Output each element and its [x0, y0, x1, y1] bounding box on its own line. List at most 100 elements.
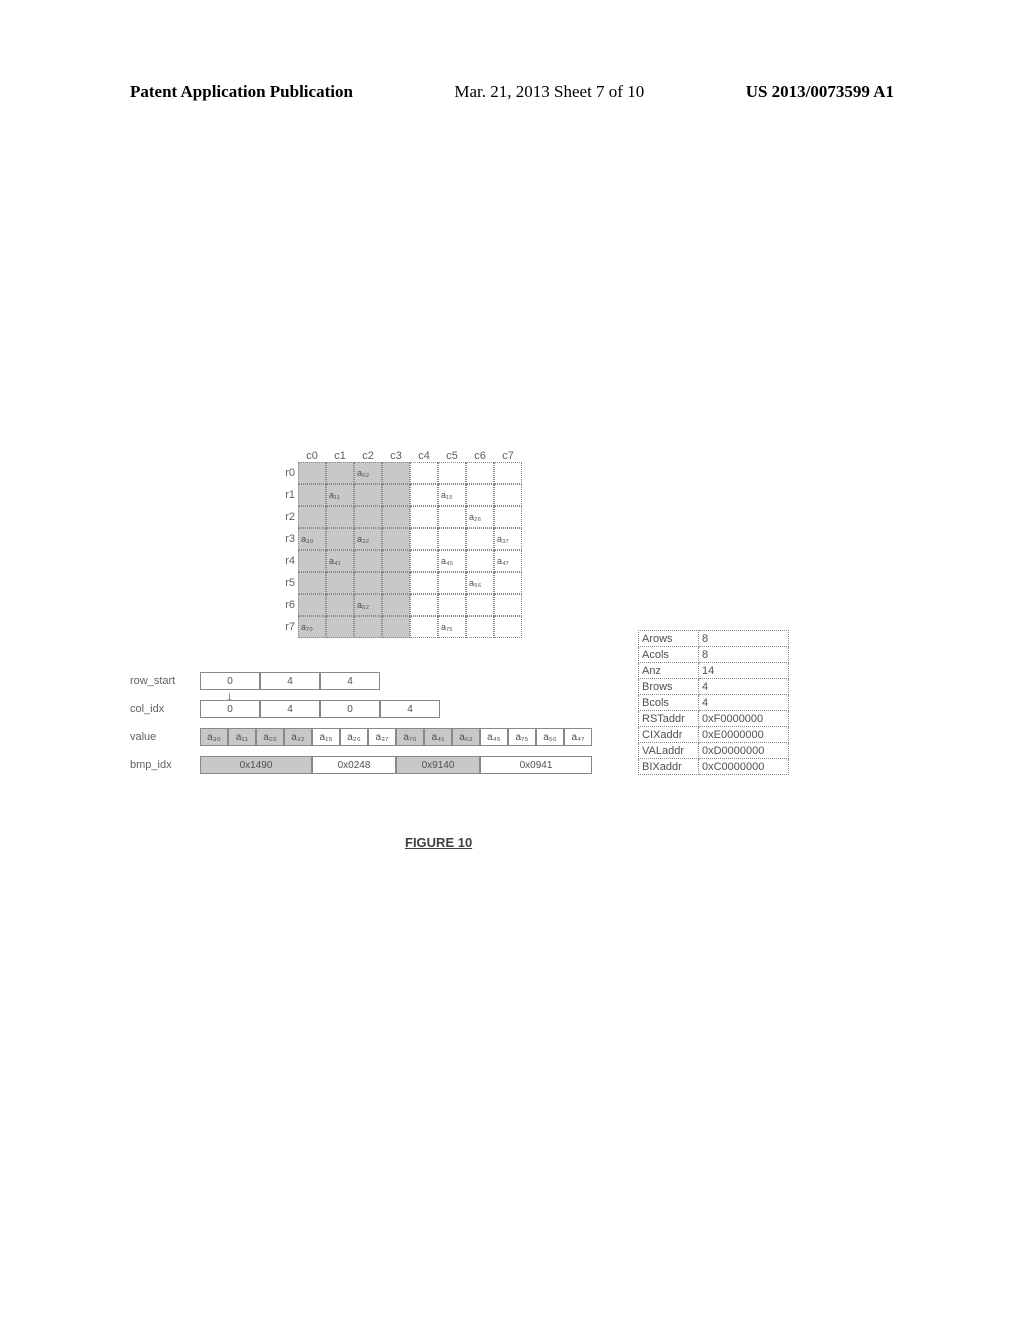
col-idx-array: col_idx 0404	[130, 700, 608, 718]
matrix-col-label: c3	[382, 450, 410, 462]
matrix-cell	[494, 572, 522, 594]
matrix-cell: a₀₂	[354, 462, 382, 484]
array-cell: 4	[260, 672, 320, 690]
matrix-row-label: r1	[278, 489, 298, 501]
matrix-cell	[410, 616, 438, 638]
matrix-cell: a₇₀	[298, 616, 326, 638]
matrix-cell: a₂₆	[466, 506, 494, 528]
array-cell: a₆₂	[452, 728, 480, 746]
matrix-cell	[326, 506, 354, 528]
matrix-cell: a₁₁	[326, 484, 354, 506]
header-left: Patent Application Publication	[130, 82, 353, 102]
matrix-cell	[466, 528, 494, 550]
matrix-cell	[326, 462, 354, 484]
array-cell: a₃₂	[284, 728, 312, 746]
matrix-cell	[438, 462, 466, 484]
sparse-matrix-grid: c0c1c2c3c4c5c6c7 r0a₀₂r1a₁₁a₁₅r2a₂₆r3a₃₀…	[278, 450, 522, 638]
matrix-cell	[410, 462, 438, 484]
matrix-cell	[466, 594, 494, 616]
matrix-cell	[382, 484, 410, 506]
matrix-cell	[382, 594, 410, 616]
matrix-col-label: c1	[326, 450, 354, 462]
matrix-cell: a₅₆	[466, 572, 494, 594]
matrix-cell	[410, 528, 438, 550]
matrix-cell	[410, 572, 438, 594]
matrix-cell	[438, 594, 466, 616]
array-cell: 0x0941	[480, 756, 592, 774]
matrix-col-label: c2	[354, 450, 382, 462]
matrix-cell: a₆₂	[354, 594, 382, 616]
param-row: VALaddr0xD0000000	[639, 743, 789, 759]
matrix-cell	[354, 484, 382, 506]
array-cell: a₄₁	[424, 728, 452, 746]
figure-caption: FIGURE 10	[405, 835, 472, 850]
matrix-cell	[494, 462, 522, 484]
matrix-cell: a₃₀	[298, 528, 326, 550]
matrix-cell	[494, 506, 522, 528]
matrix-row-label: r6	[278, 599, 298, 611]
header-right: US 2013/0073599 A1	[746, 82, 894, 102]
matrix-cell	[438, 528, 466, 550]
matrix-cell	[354, 572, 382, 594]
matrix-cell	[466, 550, 494, 572]
param-row: RSTaddr0xF0000000	[639, 711, 789, 727]
matrix-row-label: r5	[278, 577, 298, 589]
matrix-cell	[382, 550, 410, 572]
row-start-array: row_start ↓ 044	[130, 672, 608, 690]
matrix-cell: a₃₂	[354, 528, 382, 550]
matrix-cell: a₇₅	[438, 616, 466, 638]
matrix-cell	[382, 616, 410, 638]
matrix-col-label: c6	[466, 450, 494, 462]
matrix-row-label: r2	[278, 511, 298, 523]
matrix-col-label: c0	[298, 450, 326, 462]
matrix-cell	[494, 616, 522, 638]
matrix-cell	[326, 616, 354, 638]
value-array: value a₃₀a₁₁a₀₂a₃₂a₁₅a₂₆a₃₇a₇₀a₄₁a₆₂a₄₅a…	[130, 728, 608, 746]
matrix-cell	[410, 550, 438, 572]
matrix-cell	[354, 616, 382, 638]
param-row: Brows4	[639, 679, 789, 695]
matrix-cell: a₄₁	[326, 550, 354, 572]
matrix-cell	[382, 506, 410, 528]
matrix-cell	[466, 462, 494, 484]
matrix-cell	[298, 506, 326, 528]
array-cell: a₃₀	[200, 728, 228, 746]
matrix-cell	[298, 594, 326, 616]
header-center: Mar. 21, 2013 Sheet 7 of 10	[454, 82, 644, 102]
array-cell: a₄₅	[480, 728, 508, 746]
array-cell: 4	[320, 672, 380, 690]
param-row: Anz14	[639, 663, 789, 679]
matrix-cell	[438, 572, 466, 594]
matrix-cell	[382, 462, 410, 484]
matrix-cell	[326, 528, 354, 550]
array-cell: 0x1490	[200, 756, 312, 774]
matrix-cell	[382, 528, 410, 550]
matrix-cell	[298, 550, 326, 572]
array-cell: 0x9140	[396, 756, 480, 774]
matrix-cell: a₄₇	[494, 550, 522, 572]
array-cell: 4	[260, 700, 320, 718]
array-cell: 0	[200, 700, 260, 718]
matrix-cell	[410, 506, 438, 528]
array-cell: a₁₁	[228, 728, 256, 746]
matrix-cell	[438, 506, 466, 528]
param-row: Arows8	[639, 631, 789, 647]
matrix-row-label: r0	[278, 467, 298, 479]
matrix-cell	[326, 594, 354, 616]
matrix-row-label: r7	[278, 621, 298, 633]
params-table: Arows8Acols8Anz14Brows4Bcols4RSTaddr0xF0…	[638, 630, 789, 775]
matrix-cell	[410, 594, 438, 616]
matrix-row-label: r4	[278, 555, 298, 567]
matrix-cell	[382, 572, 410, 594]
matrix-cell	[466, 616, 494, 638]
matrix-cell: a₁₅	[438, 484, 466, 506]
matrix-col-label: c7	[494, 450, 522, 462]
matrix-col-label: c4	[410, 450, 438, 462]
array-cell: 0	[320, 700, 380, 718]
matrix-row-label: r3	[278, 533, 298, 545]
matrix-cell	[410, 484, 438, 506]
matrix-cell: a₄₅	[438, 550, 466, 572]
array-cell: a₇₅	[508, 728, 536, 746]
array-cell: a₇₀	[396, 728, 424, 746]
matrix-cell	[466, 484, 494, 506]
